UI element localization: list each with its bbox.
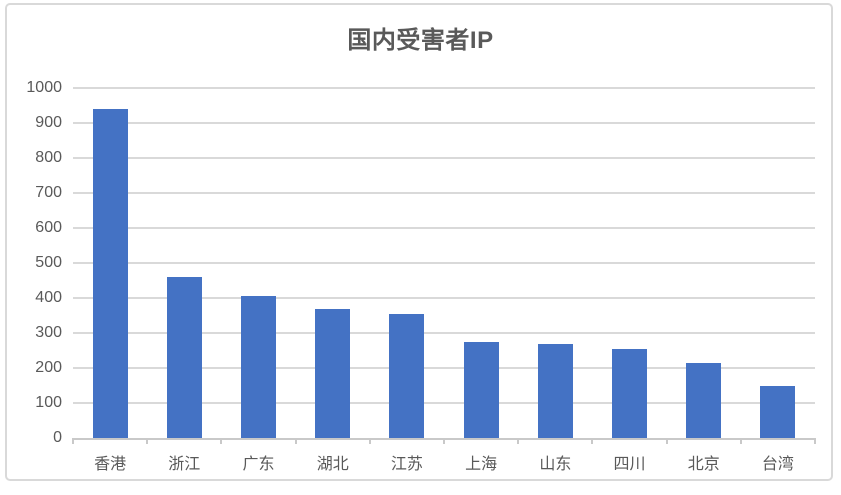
x-tick-label-浙江: 浙江 <box>168 456 201 473</box>
gridline-300 <box>73 332 815 334</box>
bar-1-浙江 <box>166 277 202 438</box>
x-axis-tick-marks <box>72 438 816 444</box>
bar-0-香港 <box>92 109 128 438</box>
x-tick-mark-2 <box>220 438 223 444</box>
x-tick-label-北京: 北京 <box>687 456 720 473</box>
bar-slot-4 <box>370 88 444 438</box>
x-tick-label-山东: 山东 <box>539 456 572 473</box>
bar-9-台湾 <box>760 385 796 438</box>
x-tick-label-上海: 上海 <box>465 456 498 473</box>
x-tick-mark-3 <box>294 438 297 444</box>
x-tick-label-湖北: 湖北 <box>316 456 349 473</box>
bar-slot-2 <box>221 88 295 438</box>
y-tick-label-100: 100 <box>35 394 62 411</box>
x-tick-label-香港: 香港 <box>94 456 127 473</box>
x-axis-labels: 香港 浙江 广东 湖北 江苏 上海 山东 四川 北京 台湾 <box>73 450 815 474</box>
x-tick-label-四川: 四川 <box>613 456 646 473</box>
gridline-700 <box>73 192 815 194</box>
x-tick-mark-4 <box>368 438 371 444</box>
plot-area <box>73 87 815 440</box>
gridline-1000 <box>73 87 815 89</box>
x-tick-mark-7 <box>591 438 594 444</box>
bar-slot-3 <box>296 88 370 438</box>
gridline-400 <box>73 297 815 299</box>
gridline-200 <box>73 367 815 369</box>
x-tick-label-台湾: 台湾 <box>761 456 794 473</box>
bar-6-山东 <box>537 343 573 438</box>
bar-slot-5 <box>444 88 518 438</box>
y-tick-label-900: 900 <box>35 114 62 131</box>
bar-slot-6 <box>518 88 592 438</box>
y-tick-label-500: 500 <box>35 254 62 271</box>
gridline-800 <box>73 157 815 159</box>
y-tick-label-0: 0 <box>53 429 62 446</box>
y-tick-label-200: 200 <box>35 359 62 376</box>
gridline-500 <box>73 262 815 264</box>
bar-5-上海 <box>463 342 499 438</box>
x-tick-mark-5 <box>443 438 445 444</box>
x-tick-label-广东: 广东 <box>242 456 275 473</box>
y-tick-label-700: 700 <box>35 184 62 201</box>
y-tick-label-1000: 1000 <box>26 79 62 96</box>
bar-2-广东 <box>241 296 276 438</box>
y-tick-label-800: 800 <box>35 149 62 166</box>
x-tick-mark-9 <box>739 438 742 444</box>
bar-7-四川 <box>612 349 648 438</box>
gridline-100 <box>73 402 815 404</box>
bar-4-江苏 <box>389 313 425 438</box>
bar-slot-8 <box>667 88 741 438</box>
gridline-600 <box>73 227 815 229</box>
x-tick-label-江苏: 江苏 <box>390 456 423 473</box>
x-tick-mark-8 <box>665 438 668 444</box>
y-axis-labels: 0 100 200 300 400 500 600 700 800 900 1000 <box>8 79 62 446</box>
bars-container <box>73 88 815 438</box>
bar-slot-9 <box>741 88 815 438</box>
bar-slot-0 <box>73 88 147 438</box>
x-tick-mark-1 <box>146 438 149 444</box>
y-tick-label-400: 400 <box>35 289 62 306</box>
gridline-900 <box>73 122 815 124</box>
y-tick-label-600: 600 <box>35 219 62 236</box>
x-tick-mark-0 <box>72 438 74 444</box>
bar-8-北京 <box>686 362 722 438</box>
bar-slot-7 <box>592 88 666 438</box>
bar-slot-1 <box>147 88 221 438</box>
x-tick-mark-10 <box>814 438 816 444</box>
x-tick-mark-6 <box>517 438 520 444</box>
bar-3-湖北 <box>315 308 351 438</box>
chart-title: 国内受害者IP <box>347 27 494 54</box>
y-tick-label-300: 300 <box>35 324 62 341</box>
